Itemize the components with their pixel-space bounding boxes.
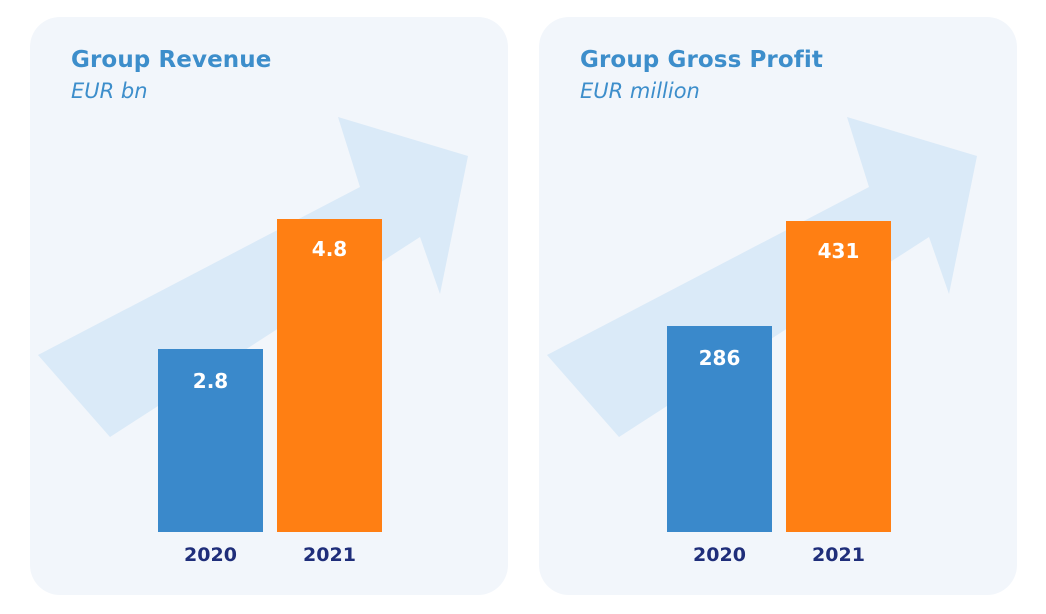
x-tick-label-2020: 2020 — [184, 544, 237, 566]
gross-profit-chart-panel: Group Gross Profit EUR million 286 431 2… — [539, 17, 1017, 595]
x-tick-label-2021: 2021 — [812, 544, 865, 566]
x-tick-label-2021: 2021 — [303, 544, 356, 566]
chart-title: Group Revenue — [71, 47, 272, 73]
bar-2021: 431 — [786, 220, 891, 532]
growth-arrow-icon — [38, 117, 468, 437]
bar-2020: 2.8 — [158, 349, 263, 532]
chart-unit-subtitle: EUR bn — [71, 79, 148, 103]
bar-2021: 4.8 — [277, 218, 382, 532]
chart-unit-subtitle: EUR million — [580, 79, 700, 103]
bar-value-label: 4.8 — [311, 236, 348, 261]
bar-value-label: 2.8 — [192, 369, 229, 394]
bar-2020: 286 — [667, 325, 772, 532]
growth-arrow-icon — [547, 117, 977, 437]
revenue-chart-panel: Group Revenue EUR bn 2.8 4.8 2020 2021 — [30, 17, 508, 595]
chart-title: Group Gross Profit — [580, 47, 823, 73]
bar-value-label: 286 — [698, 345, 741, 370]
x-tick-label-2020: 2020 — [693, 544, 746, 566]
bar-value-label: 431 — [817, 238, 860, 263]
